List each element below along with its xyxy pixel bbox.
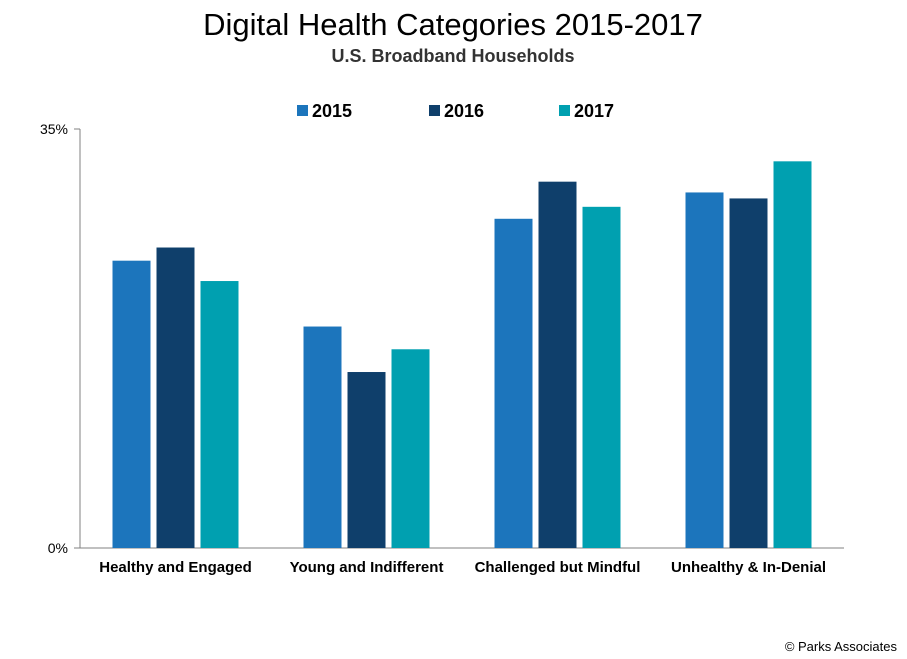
bar-2016-0 [156, 247, 195, 548]
bar-2017-2 [582, 206, 621, 549]
bar-2016-2 [538, 181, 577, 548]
bar-2017-3 [773, 161, 812, 548]
legend-label-2016: 2016 [444, 101, 484, 121]
bar-2015-1 [303, 326, 342, 548]
category-label: Young and Indifferent [290, 559, 444, 576]
bars [112, 161, 812, 549]
chart-subtitle: U.S. Broadband Households [331, 46, 574, 66]
legend-swatch-2016 [429, 105, 440, 116]
legend-label-2017: 2017 [574, 101, 614, 121]
legend-swatch-2015 [297, 105, 308, 116]
credit: © Parks Associates [785, 639, 898, 654]
category-label: Healthy and Engaged [99, 559, 252, 576]
bar-2015-2 [494, 218, 533, 549]
bar-2016-1 [347, 372, 386, 548]
bar-2015-3 [685, 192, 724, 548]
bar-2017-1 [391, 349, 430, 548]
legend-swatch-2017 [559, 105, 570, 116]
y-tick-label-min: 0% [48, 540, 68, 556]
bar-2016-3 [729, 198, 768, 549]
category-label: Unhealthy & In-Denial [671, 559, 826, 576]
chart-title: Digital Health Categories 2015-2017 [203, 7, 703, 42]
bar-2015-0 [112, 260, 151, 548]
category-labels: Healthy and Engaged Young and Indifferent… [99, 559, 826, 576]
y-tick-label-max: 35% [40, 121, 68, 137]
legend-label-2015: 2015 [312, 101, 352, 121]
bar-2017-0 [200, 281, 239, 548]
legend: 2015 2016 2017 [297, 101, 614, 121]
category-label: Challenged but Mindful [475, 559, 641, 576]
